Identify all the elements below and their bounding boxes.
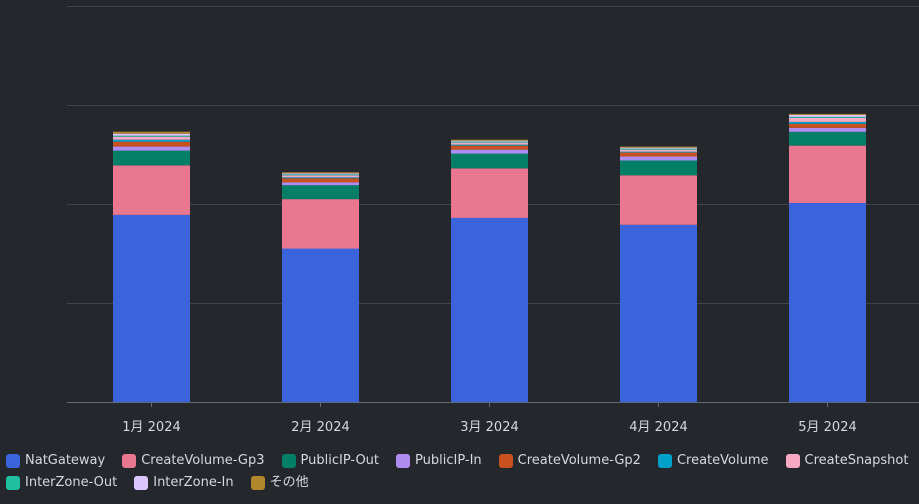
chart-legend: NatGateway CreateVolume-Gp3 PublicIP-Out Pu…	[6, 452, 916, 491]
legend-swatch	[498, 453, 513, 468]
legend-item[interactable]: NatGateway	[6, 452, 105, 469]
legend-item[interactable]: CreateVolume-Gp2	[498, 452, 641, 469]
x-tick-label: 4月 2024	[629, 420, 688, 435]
bar-segment[interactable]	[789, 203, 866, 402]
bar-segment[interactable]	[113, 136, 190, 140]
legend-swatch	[281, 453, 296, 468]
bar-segment[interactable]	[620, 224, 697, 402]
stacked-bar-chart: 1月 2024 2月 2024 3月 2024 4月 2024 5月 2024	[67, 6, 919, 435]
bar-segment[interactable]	[113, 141, 190, 147]
x-tick-label: 1月 2024	[122, 420, 181, 435]
legend-swatch	[122, 453, 137, 468]
legend-swatch	[785, 453, 800, 468]
bar-segment[interactable]	[789, 114, 866, 117]
legend-label: PublicIP-Out	[300, 453, 380, 468]
bar-segment[interactable]	[789, 116, 866, 118]
legend-item[interactable]: InterZone-Out	[6, 474, 117, 491]
legend-swatch	[250, 475, 265, 490]
legend-item[interactable]: PublicIP-Out	[281, 452, 380, 469]
bar-segment[interactable]	[620, 151, 697, 153]
bar-segment[interactable]	[282, 178, 359, 183]
bar-segment[interactable]	[451, 217, 528, 402]
chart-svg: 1月 2024 2月 2024 3月 2024 4月 2024 5月 2024	[67, 6, 919, 435]
bar-segment[interactable]	[282, 182, 359, 186]
bar-segment[interactable]	[620, 147, 697, 149]
bar-segment[interactable]	[451, 142, 528, 145]
bar-segment[interactable]	[113, 214, 190, 402]
bar-segment[interactable]	[113, 150, 190, 166]
legend-label: CreateVolume	[676, 453, 769, 468]
bar-segment[interactable]	[113, 131, 190, 134]
bar-segment[interactable]	[113, 139, 190, 142]
bar-segment[interactable]	[789, 123, 866, 128]
legend-label: InterZone-In	[153, 475, 234, 490]
legend-label: NatGateway	[25, 453, 106, 468]
bar-segment[interactable]	[282, 173, 359, 175]
legend-item[interactable]: PublicIP-In	[396, 452, 482, 469]
bar-segment[interactable]	[282, 174, 359, 176]
bar-segment[interactable]	[451, 168, 528, 218]
legend-item[interactable]: CreateSnapshot	[785, 452, 909, 469]
bar-segment[interactable]	[451, 141, 528, 143]
legend-label: InterZone-Out	[25, 475, 118, 490]
bar-segment[interactable]	[620, 156, 697, 161]
bar-segment[interactable]	[451, 140, 528, 142]
bar-segment[interactable]	[451, 149, 528, 154]
legend-swatch	[6, 453, 20, 468]
bar-segment[interactable]	[113, 135, 190, 137]
bar-segment[interactable]	[282, 172, 359, 174]
legend-swatch	[657, 453, 672, 468]
bar-segment[interactable]	[620, 152, 697, 157]
x-tick-label: 3月 2024	[460, 420, 519, 435]
legend-swatch	[396, 453, 411, 468]
bar-segment[interactable]	[789, 145, 866, 203]
bar-segment[interactable]	[620, 149, 697, 152]
legend-swatch	[134, 475, 149, 490]
bar-segment[interactable]	[789, 113, 866, 115]
bar-segment[interactable]	[282, 177, 359, 179]
legend-label: CreateVolume-Gp2	[517, 453, 641, 468]
legend-item[interactable]: その他	[250, 474, 309, 491]
bar-segment[interactable]	[113, 133, 190, 136]
bar-segment[interactable]	[620, 175, 697, 225]
bar-segment[interactable]	[789, 127, 866, 132]
bar-segment[interactable]	[620, 146, 697, 148]
bar-segment[interactable]	[282, 185, 359, 200]
legend-item[interactable]: CreateVolume-Gp3	[122, 452, 265, 469]
legend-label: PublicIP-In	[415, 453, 482, 468]
legend-label: CreateSnapshot	[804, 453, 909, 468]
legend-label: CreateVolume-Gp3	[141, 453, 265, 468]
bar-segment[interactable]	[620, 160, 697, 176]
bar-segment[interactable]	[451, 145, 528, 150]
bar-segment[interactable]	[789, 117, 866, 122]
bar-segment[interactable]	[282, 175, 359, 178]
bar-segment[interactable]	[789, 131, 866, 146]
bar-segment[interactable]	[620, 148, 697, 150]
legend-item[interactable]: CreateVolume	[657, 452, 769, 469]
legend-item[interactable]: InterZone-In	[134, 474, 234, 491]
legend-swatch	[6, 475, 20, 490]
bar-segment[interactable]	[451, 144, 528, 146]
legend-label: その他	[269, 475, 309, 490]
bar-segment[interactable]	[451, 139, 528, 141]
bar-segment[interactable]	[113, 165, 190, 215]
x-tick-label: 5月 2024	[798, 420, 857, 435]
bar-segment[interactable]	[113, 146, 190, 151]
x-tick-label: 2月 2024	[291, 420, 350, 435]
bar-segment[interactable]	[789, 121, 866, 124]
bar-segment[interactable]	[282, 199, 359, 249]
bar-segment[interactable]	[451, 153, 528, 169]
bar-segment[interactable]	[282, 248, 359, 403]
